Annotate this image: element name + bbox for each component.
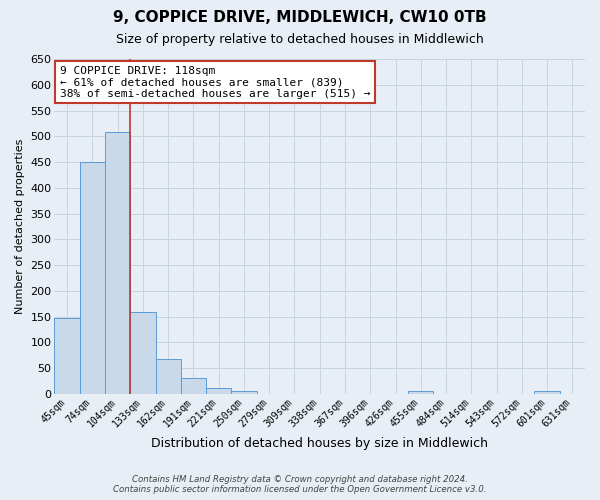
Bar xyxy=(130,312,155,394)
Bar xyxy=(105,132,130,394)
Text: Contains HM Land Registry data © Crown copyright and database right 2024.
Contai: Contains HM Land Registry data © Crown c… xyxy=(113,474,487,494)
Bar xyxy=(232,392,257,394)
Bar xyxy=(535,392,560,394)
Text: 9, COPPICE DRIVE, MIDDLEWICH, CW10 0TB: 9, COPPICE DRIVE, MIDDLEWICH, CW10 0TB xyxy=(113,10,487,25)
Bar xyxy=(181,378,206,394)
Bar xyxy=(80,162,105,394)
Text: 9 COPPICE DRIVE: 118sqm
← 61% of detached houses are smaller (839)
38% of semi-d: 9 COPPICE DRIVE: 118sqm ← 61% of detache… xyxy=(60,66,370,99)
Text: Size of property relative to detached houses in Middlewich: Size of property relative to detached ho… xyxy=(116,32,484,46)
Bar xyxy=(206,388,232,394)
X-axis label: Distribution of detached houses by size in Middlewich: Distribution of detached houses by size … xyxy=(151,437,488,450)
Bar xyxy=(55,318,80,394)
Y-axis label: Number of detached properties: Number of detached properties xyxy=(15,139,25,314)
Bar xyxy=(155,360,181,394)
Bar xyxy=(408,392,433,394)
